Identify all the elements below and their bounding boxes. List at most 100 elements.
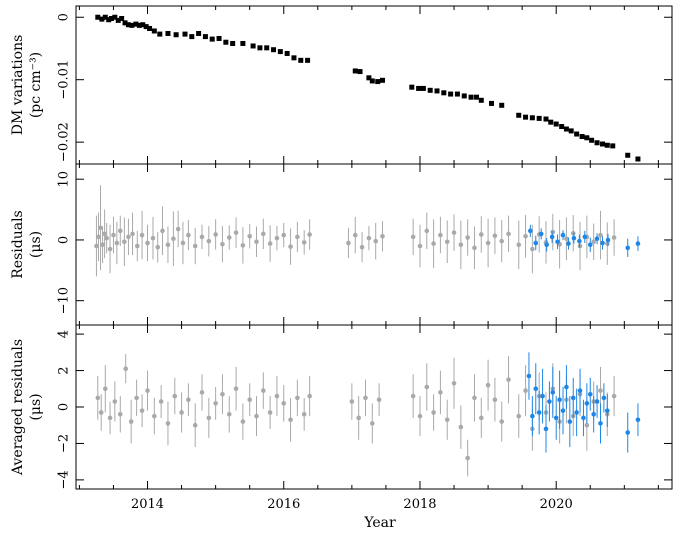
data-point: [250, 43, 256, 49]
data-point: [247, 233, 252, 239]
data-point: [98, 410, 104, 415]
data-point: [298, 57, 304, 63]
data-point: [307, 232, 312, 237]
data-point: [115, 17, 121, 23]
data-point: [550, 390, 556, 395]
data-point: [610, 143, 616, 149]
data-point: [451, 381, 457, 386]
panel-frame: [75, 163, 673, 326]
y-tick-label: −0.01: [57, 60, 72, 100]
data-point: [366, 235, 372, 241]
data-point: [424, 228, 430, 234]
data-point: [635, 156, 641, 162]
data-point: [478, 97, 484, 103]
data-point: [538, 231, 544, 237]
data-point: [458, 424, 464, 430]
data-point: [257, 45, 263, 51]
data-point: [143, 24, 149, 30]
y-tick-label: 0: [57, 236, 72, 244]
data-point: [130, 231, 135, 237]
data-point: [281, 232, 287, 238]
data-point: [417, 243, 423, 249]
data-point: [126, 234, 131, 240]
y-tick-label: −10: [57, 287, 72, 314]
data-point: [598, 421, 603, 426]
data-point: [548, 119, 554, 125]
data-point: [492, 397, 498, 403]
data-point: [530, 246, 535, 252]
data-point: [416, 85, 422, 91]
data-point: [160, 228, 165, 234]
data-point: [213, 401, 218, 406]
data-point: [523, 233, 528, 239]
data-point: [171, 236, 176, 242]
data-point: [107, 246, 113, 252]
data-point: [468, 94, 474, 100]
data-point: [458, 242, 464, 248]
data-point: [441, 90, 447, 96]
data-point: [122, 239, 127, 245]
y-axis-title: (pc cm⁻³): [28, 52, 44, 118]
data-point: [574, 131, 580, 137]
data-point: [230, 40, 236, 46]
data-point: [587, 242, 593, 248]
data-point: [584, 135, 590, 141]
data-point: [98, 225, 103, 231]
data-point: [356, 415, 361, 421]
data-point: [102, 14, 108, 20]
data-point: [533, 240, 539, 246]
data-point: [380, 77, 386, 83]
data-point: [155, 244, 161, 250]
data-point: [274, 235, 280, 241]
data-point: [485, 382, 491, 388]
data-point: [366, 75, 372, 81]
data-point: [369, 421, 375, 426]
data-point: [465, 455, 470, 461]
data-point: [352, 232, 358, 238]
data-point: [605, 237, 611, 243]
data-point: [95, 14, 101, 20]
data-point: [108, 15, 114, 21]
data-point: [566, 241, 571, 246]
data-point: [577, 238, 582, 244]
data-point: [352, 68, 358, 74]
data-point: [226, 235, 232, 240]
data-point: [465, 235, 470, 240]
data-point: [301, 240, 307, 245]
data-point: [114, 240, 120, 246]
x-tick-label: 2020: [540, 497, 573, 512]
y-axis-title: (μs): [28, 231, 44, 258]
data-point: [598, 232, 603, 238]
data-point: [95, 395, 101, 401]
dm-variations-panel: 0 −0.01 −0.02 DM variations (pc cm⁻³): [10, 5, 673, 165]
data-point: [529, 115, 535, 121]
x-tick-label: 2016: [267, 497, 300, 512]
data-point: [202, 34, 208, 40]
data-point: [173, 32, 179, 38]
data-point: [165, 421, 171, 426]
data-point: [533, 386, 539, 392]
data-point: [547, 399, 552, 404]
data-point: [540, 393, 545, 399]
x-tick-label: 2014: [131, 497, 164, 512]
data-point: [147, 25, 153, 31]
data-point: [100, 242, 105, 248]
data-point: [196, 30, 202, 36]
data-point: [454, 91, 460, 97]
data-point: [216, 35, 222, 41]
y-axis-title: DM variations: [10, 35, 26, 136]
data-point: [261, 388, 266, 393]
data-point: [307, 393, 312, 399]
data-point: [499, 238, 505, 244]
data-point: [165, 242, 171, 248]
data-point: [375, 79, 381, 85]
data-point: [111, 232, 116, 238]
data-point: [427, 87, 433, 93]
data-point: [550, 229, 556, 235]
data-point: [516, 242, 522, 248]
data-point: [635, 241, 641, 246]
data-point: [369, 78, 375, 84]
data-point: [363, 395, 368, 401]
data-point: [472, 245, 477, 251]
